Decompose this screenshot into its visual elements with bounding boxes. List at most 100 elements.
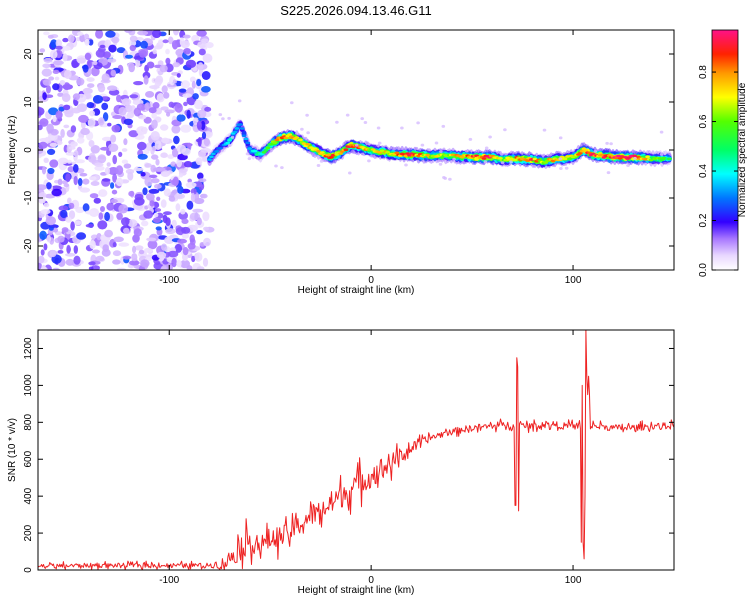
ridge-speck [488,135,492,139]
noise-blob [165,217,171,227]
noise-blob [85,210,96,215]
noise-blob [49,49,58,60]
ridge-mark [563,157,569,161]
noise-blob [42,63,51,69]
noise-blob [151,119,158,129]
noise-blob [129,44,136,52]
noise-blob [163,188,171,197]
noise-blob [55,110,63,120]
noise-blob [107,122,112,127]
noise-blob [102,244,109,253]
noise-blob [59,80,66,86]
noise-blob [110,182,115,189]
y-tick-label: 0 [23,567,34,573]
noise-blob [178,173,184,178]
noise-blob [68,202,75,210]
noise-blob [101,73,110,83]
noise-blob [74,220,82,226]
noise-blob [70,125,77,133]
ridge-speck [319,159,324,163]
ridge-speck [335,120,339,124]
y-tick-label: 200 [23,524,34,541]
noise-blob [171,219,177,229]
ridge-speck [558,136,563,140]
noise-blob [187,242,196,250]
noise-blob [178,88,187,93]
noise-blob [97,117,105,126]
noise-blob [176,73,181,78]
ridge-mark [241,134,247,137]
ridge-speck [227,116,231,120]
noise-blob [149,174,158,179]
noise-blob [158,39,164,45]
ridge-mark [218,147,223,150]
noise-blob [38,261,42,270]
noise-blob [202,211,210,222]
noise-blob [136,126,147,136]
noise-blob [104,39,112,48]
ridge-mark [319,151,325,154]
noise-blob [66,244,71,254]
noise-blob [174,243,183,253]
noise-blob [157,60,164,66]
noise-blob [180,124,192,133]
noise-blob [160,106,169,111]
ridge-mark [667,157,672,161]
noise-blob [98,212,104,220]
ridge-mark [305,143,311,146]
noise-blob [115,197,125,204]
ridge-speck [280,166,284,170]
ridge-mark [209,155,214,158]
noise-blob [141,220,149,227]
noise-blob [132,245,137,254]
noise-blob [118,106,127,116]
ridge-speck [269,148,274,151]
noise-blob [197,109,207,119]
ridge-speck [290,101,294,105]
noise-blob [174,103,183,113]
noise-blob [63,104,71,111]
noise-blob [46,182,52,190]
colorbar-ticks: 0.0 0.2 0.4 0.6 0.8 [698,65,738,277]
noise-blob [93,197,102,204]
noise-blob [181,233,190,239]
noise-blob [106,162,111,167]
noise-blob [194,99,203,110]
noise-blob [128,63,135,73]
noise-blob [191,80,196,89]
noise-blob [200,120,206,131]
noise-blob [137,30,149,36]
ridge-mark [643,158,649,161]
noise-blob [201,131,207,139]
noise-blob [99,44,106,49]
noise-blob [180,40,190,49]
noise-blob [40,266,48,270]
ridge-mark [301,142,307,145]
noise-blob [52,267,60,270]
noise-blob [160,124,169,131]
noise-blob [176,158,183,168]
noise-blob [65,252,76,257]
ridge-mark [214,150,220,153]
noise-blob [116,212,123,220]
noise-blob [52,227,59,233]
noise-blob [65,152,76,156]
noise-blob [137,153,148,160]
noise-blob [143,210,154,219]
noise-blob [168,101,175,108]
ridge-mark [532,157,538,161]
noise-blob [70,141,78,147]
noise-blob [63,69,72,79]
noise-blob [90,181,100,186]
noise-blob [123,163,132,169]
noise-blob [176,114,186,122]
noise-blob [73,164,79,173]
noise-blob [202,257,209,267]
y-tick-label: 400 [23,487,34,504]
noise-blob [107,143,119,152]
ridge-speck [442,176,446,179]
ridge-mark [403,154,409,158]
noise-blob [154,140,162,150]
noise-blob [62,82,71,91]
noise-blob [144,102,151,111]
